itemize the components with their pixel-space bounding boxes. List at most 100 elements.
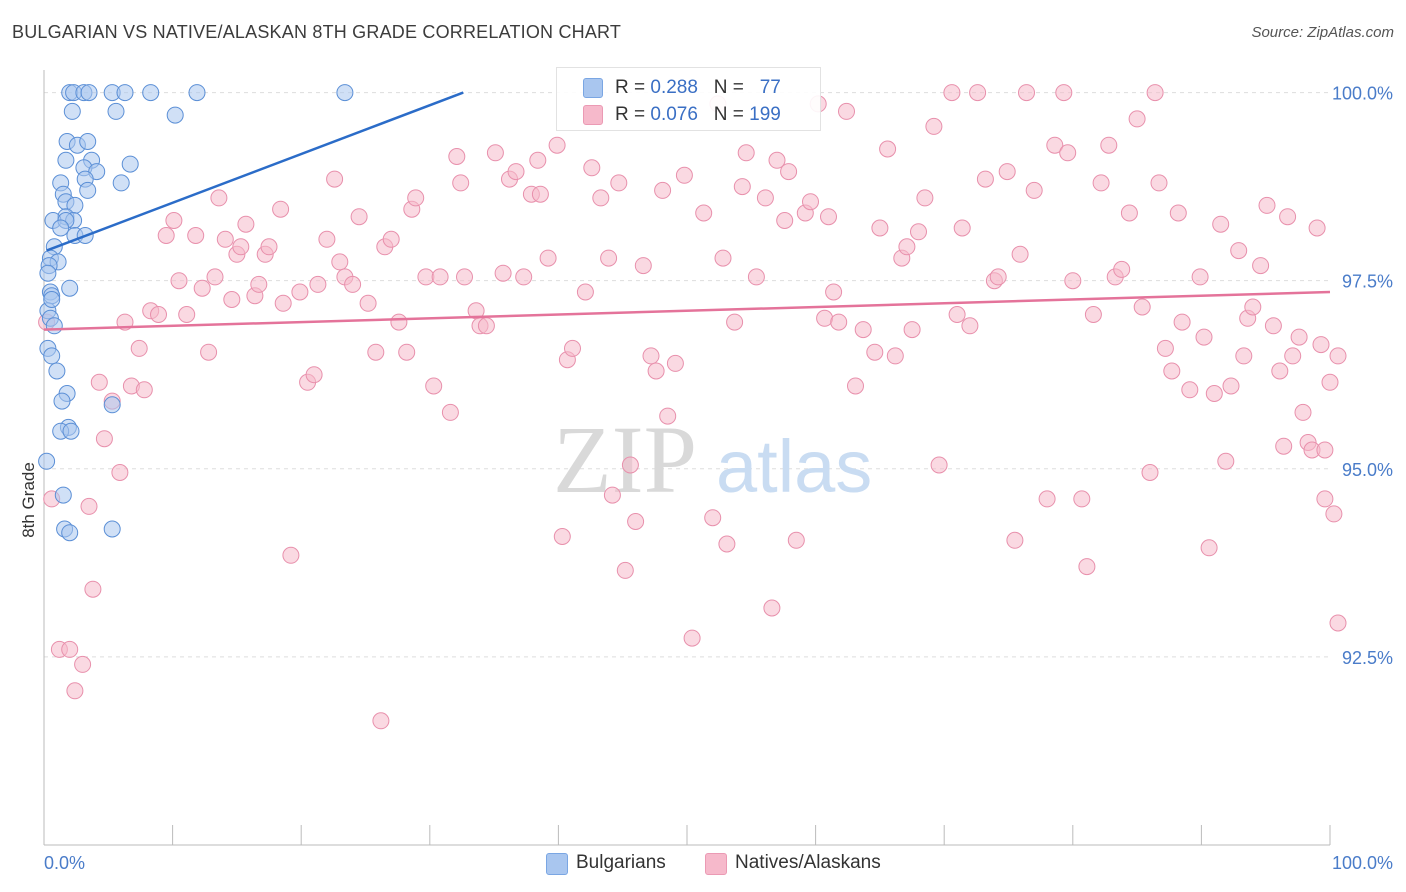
native-alaskan-point-21 [178, 306, 196, 323]
correlation-legend: R = 0.288 N = 77 R = 0.076 N = 199 [556, 67, 821, 131]
native-alaskan-point-119 [830, 313, 848, 331]
watermark-atlas: atlas [716, 425, 872, 508]
native-alaskan-point-112 [787, 531, 805, 549]
native-alaskan-point-4 [74, 655, 92, 673]
bulgarian-point-11 [166, 106, 184, 124]
native-alaskan-point-174 [1212, 215, 1230, 233]
native-alaskan-point-37 [274, 294, 292, 312]
native-alaskan-point-170 [1191, 268, 1209, 286]
native-alaskan-point-30 [232, 238, 250, 256]
native-alaskan-point-159 [1120, 204, 1138, 222]
native-alaskan-point-93 [654, 181, 672, 199]
bulgarian-point-9 [63, 102, 81, 120]
native-alaskan-point-78 [553, 528, 571, 545]
native-alaskan-point-175 [1217, 452, 1235, 470]
bulgarian-point-58 [103, 520, 121, 538]
native-alaskan-point-154 [1084, 306, 1102, 323]
native-alaskan-point-50 [367, 343, 385, 361]
native-alaskan-point-87 [616, 561, 634, 579]
native-alaskan-point-38 [282, 546, 300, 564]
native-alaskan-point-142 [998, 163, 1016, 181]
native-alaskan-point-134 [943, 84, 961, 102]
native-alaskan-point-33 [250, 275, 268, 293]
native-alaskan-point-198 [1329, 347, 1347, 365]
native-alaskan-point-22 [187, 227, 205, 244]
native-alaskan-point-155 [1092, 174, 1110, 192]
native-alaskan-point-124 [871, 219, 889, 237]
native-alaskan-point-90 [634, 257, 652, 275]
bulgarian-point-23 [112, 174, 130, 192]
native-alaskan-point-63 [452, 174, 470, 192]
native-alaskan-point-144 [1011, 245, 1029, 263]
native-alaskan-point-121 [847, 377, 864, 395]
native-alaskan-point-20 [170, 272, 188, 290]
native-alaskan-point-189 [1294, 403, 1312, 421]
bulgarian-point-55 [54, 486, 72, 504]
native-alaskan-point-153 [1078, 558, 1096, 576]
bulgarian-point-59 [43, 291, 61, 308]
bulgarian-point-47 [48, 362, 66, 380]
native-alaskan-point-41 [305, 366, 323, 384]
native-alaskan-point-28 [223, 291, 241, 308]
chart-title: BULGARIAN VS NATIVE/ALASKAN 8TH GRADE CO… [12, 22, 622, 42]
native-alaskan-point-57 [407, 189, 425, 207]
native-alaskan-point-86 [610, 174, 628, 192]
native-alaskan-point-187 [1284, 347, 1302, 365]
native-alaskan-point-8 [90, 373, 108, 391]
bulgarian-trend-line [46, 91, 464, 252]
native-alaskan-point-62 [448, 148, 466, 165]
native-alaskan-point-108 [763, 599, 781, 617]
native-alaskan-point-55 [398, 343, 416, 361]
trend-lines [43, 91, 1331, 331]
bulgarian-point-8 [336, 84, 354, 102]
source-credit: Source: ZipAtlas.com [1251, 24, 1394, 41]
native-alaskan-point-188 [1290, 328, 1308, 346]
native-alaskan-point-27 [216, 230, 234, 248]
native-alaskan-point-111 [780, 163, 798, 181]
native-alaskan-point-94 [659, 407, 677, 425]
native-alaskan-point-45 [331, 253, 349, 271]
native-alaskan-point-61 [441, 403, 459, 421]
bulgarian-point-22 [79, 181, 97, 199]
native-alaskan-point-131 [916, 189, 934, 207]
native-alaskan-point-58 [417, 268, 435, 286]
native-alaskan-point-39 [291, 283, 309, 301]
native-alaskan-point-194 [1316, 490, 1334, 508]
native-alaskan-point-122 [854, 321, 872, 339]
native-alaskan-point-129 [903, 321, 921, 339]
native-alaskan-point-192 [1308, 219, 1326, 237]
native-alaskan-point-165 [1156, 339, 1174, 357]
native-alaskan-point-193 [1312, 336, 1330, 354]
native-alaskan-point-84 [600, 249, 618, 267]
native-alaskan-point-68 [486, 144, 504, 162]
bulgarian-point-44 [45, 317, 63, 335]
native-alaskan-point-19 [165, 212, 183, 229]
native-alaskan-point-184 [1271, 362, 1289, 380]
native-alaskan-point-80 [564, 339, 581, 357]
legend-swatch-blue [583, 78, 603, 98]
native-alaskan-point-42 [309, 275, 327, 293]
native-alaskan-point-103 [726, 313, 744, 331]
native-alaskan-point-166 [1163, 362, 1181, 380]
native-alaskan-point-180 [1244, 298, 1262, 316]
native-alaskan-point-185 [1275, 437, 1293, 455]
native-alaskan-point-195 [1321, 373, 1339, 391]
native-alaskan-point-91 [642, 347, 660, 365]
native-alaskan-point-183 [1264, 317, 1282, 335]
native-alaskan-point-81 [576, 283, 594, 301]
native-alaskan-point-69 [494, 264, 512, 282]
bulgarian-point-53 [62, 422, 80, 440]
native-alaskan-point-125 [879, 140, 897, 158]
native-alaskan-point-85 [603, 486, 621, 504]
native-alaskan-point-152 [1073, 490, 1091, 508]
native-alaskan-point-146 [1025, 181, 1043, 199]
bulgarian-point-14 [79, 133, 97, 150]
native-alaskan-point-54 [390, 313, 408, 331]
bulgarian-point-10 [107, 102, 125, 120]
native-alaskan-point-133 [930, 456, 948, 474]
native-alaskan-point-95 [666, 354, 684, 372]
native-alaskan-point-7 [80, 497, 98, 515]
native-alaskan-point-75 [531, 185, 549, 203]
native-alaskan-point-72 [515, 268, 533, 286]
